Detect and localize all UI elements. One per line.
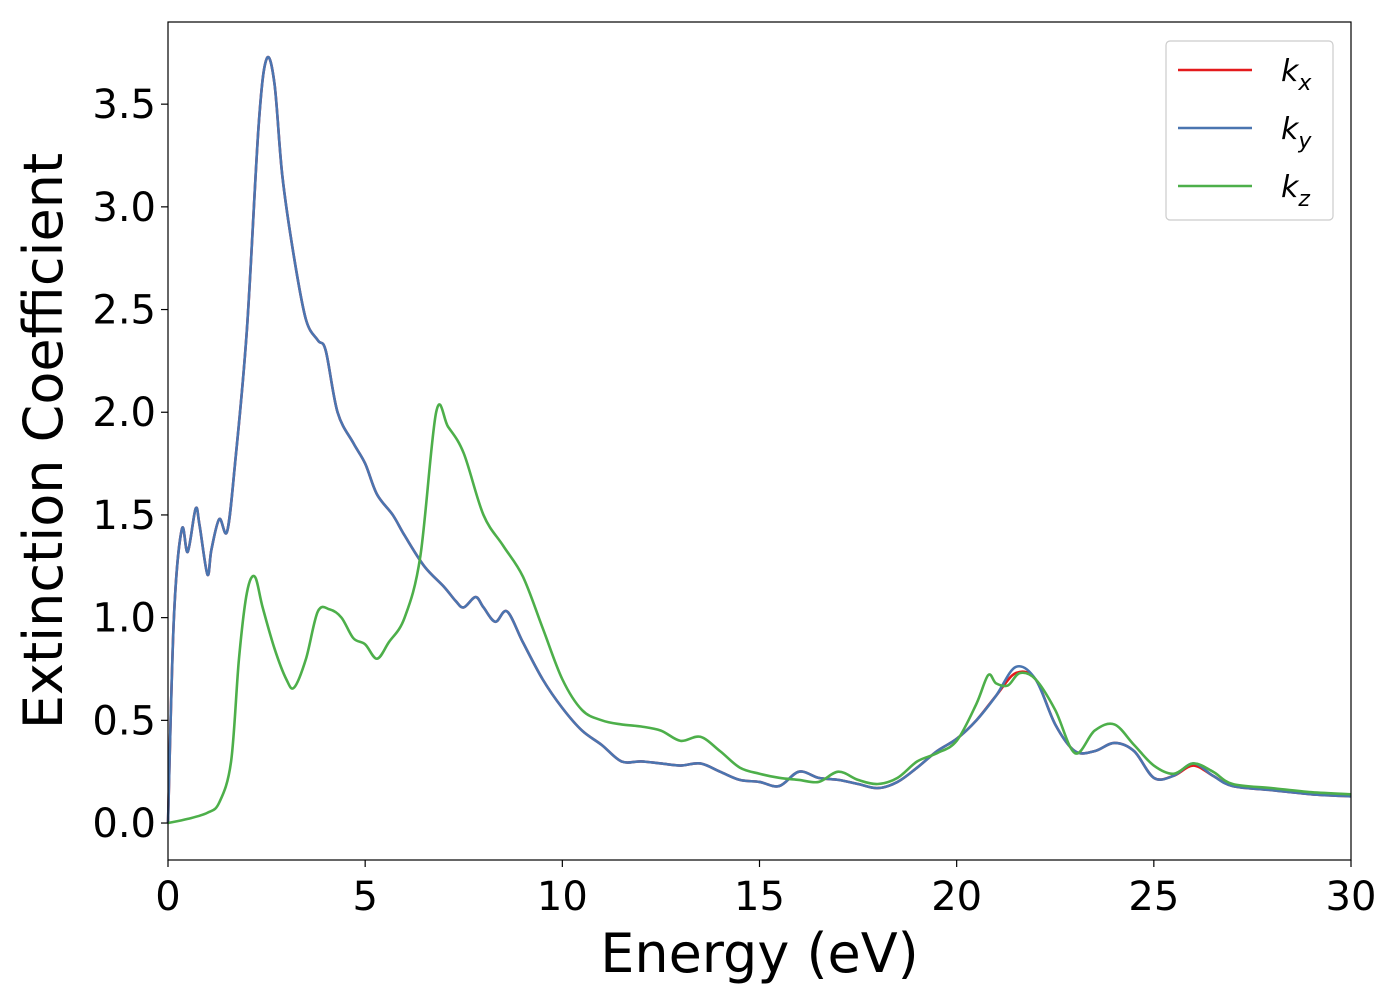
- y-tick-label: 0.0: [92, 801, 156, 847]
- y-tick-label: 1.0: [92, 596, 156, 642]
- x-tick-label: 10: [537, 874, 588, 920]
- y-axis-ticks: 0.0 0.5 1.0 1.5 2.0 2.5 3.0 3.5: [92, 82, 168, 847]
- y-tick-label: 2.5: [92, 288, 156, 334]
- y-tick-label: 0.5: [92, 698, 156, 744]
- legend-box: [1165, 40, 1334, 221]
- legend-label-kx: kx: [1281, 54, 1312, 96]
- legend: kx ky kz: [1165, 40, 1334, 221]
- x-tick-label: 30: [1326, 874, 1377, 920]
- series-lines: [166, 55, 1352, 825]
- x-tick-label: 0: [155, 874, 180, 920]
- y-axis-label: Extinction Coefficient: [12, 153, 75, 729]
- legend-label-kz: kz: [1281, 170, 1310, 212]
- x-tick-label: 5: [352, 874, 377, 920]
- legend-label-ky: ky: [1281, 112, 1312, 154]
- x-tick-label: 25: [1128, 874, 1179, 920]
- x-tick-label: 15: [734, 874, 785, 920]
- x-axis-label: Energy (eV): [600, 922, 919, 985]
- y-tick-label: 3.0: [92, 185, 156, 231]
- series-line-kz: [167, 403, 1352, 825]
- y-tick-label: 1.5: [92, 493, 156, 539]
- x-axis-ticks: 0 5 10 15 20 25 30: [155, 860, 1376, 920]
- y-tick-label: 2.0: [92, 390, 156, 436]
- series-line-ky: [166, 55, 1352, 824]
- x-tick-label: 20: [931, 874, 982, 920]
- y-tick-label: 3.5: [92, 82, 156, 128]
